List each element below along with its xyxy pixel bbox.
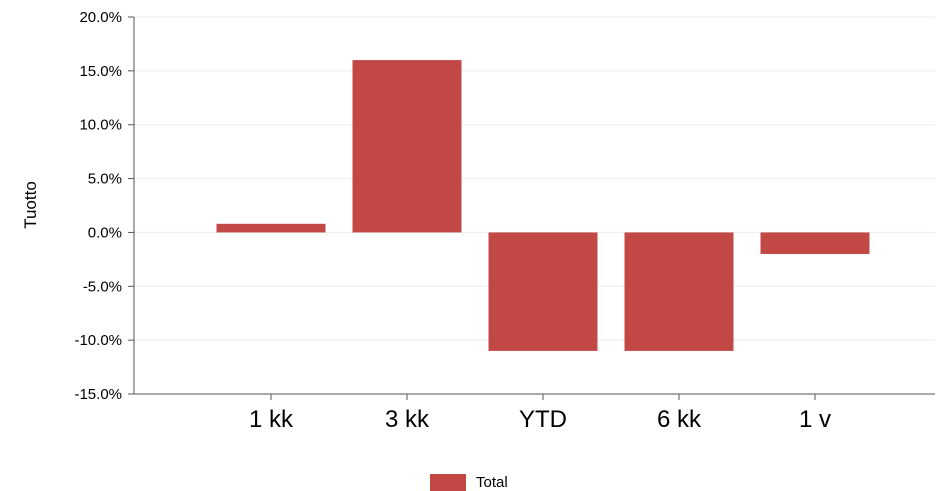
bar[interactable] [216,223,326,233]
y-tick-label: -10.0% [74,332,122,349]
bars [216,60,870,351]
y-tick-labels: 20.0% 15.0% 10.0% 5.0% 0.0% -5.0% -10.0% -15.0% [74,9,134,403]
y-tick-label: 15.0% [79,63,122,80]
x-tick-label: 6 kk [657,406,702,433]
axes [133,17,935,395]
x-tick-label: 1 v [799,406,831,433]
bar[interactable] [760,232,870,254]
y-tick-label: -5.0% [83,278,122,295]
y-tick-label: 10.0% [79,117,122,134]
y-tick-label: 20.0% [79,9,122,26]
bar[interactable] [352,60,462,233]
legend[interactable]: Total [430,474,508,491]
x-tick-label: 1 kk [249,406,294,433]
y-tick-label: -15.0% [74,386,122,403]
y-tick-label: 0.0% [88,224,122,241]
bar[interactable] [624,232,734,351]
x-tick-label: YTD [519,406,567,433]
x-tick-label: 3 kk [385,406,430,433]
bar[interactable] [488,232,598,351]
x-tick-labels: 1 kk 3 kk YTD 6 kk 1 v [249,394,831,433]
y-tick-label: 5.0% [88,171,122,188]
legend-swatch [430,474,466,491]
y-axis-title: Tuotto [21,181,40,229]
legend-label-total: Total [476,474,508,491]
